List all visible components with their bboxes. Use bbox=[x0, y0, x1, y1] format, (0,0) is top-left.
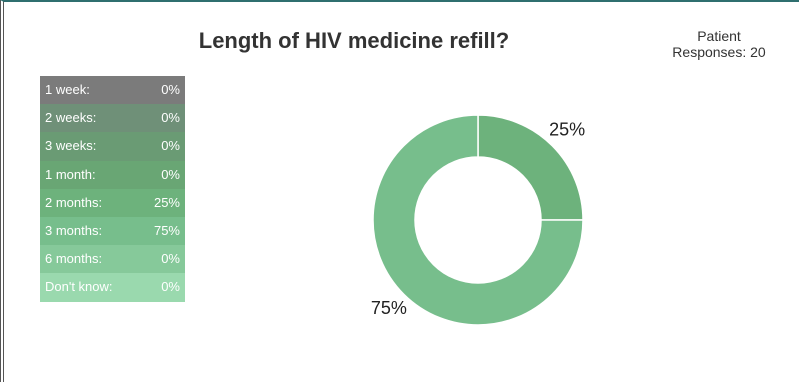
legend-label: Don't know: bbox=[45, 279, 113, 295]
legend-row: 3 weeks: 0% bbox=[40, 132, 185, 161]
legend-label: 3 months: bbox=[45, 222, 103, 238]
legend-row: 1 week: 0% bbox=[40, 76, 185, 105]
chart-title: Length of HIV medicine refill? bbox=[198, 28, 510, 53]
legend-value: 0% bbox=[161, 138, 180, 154]
data-label: 75% bbox=[371, 298, 407, 318]
donut-slice bbox=[477, 114, 584, 221]
legend-value: 0% bbox=[161, 110, 180, 126]
legend-label: 2 weeks: bbox=[45, 110, 97, 126]
legend-label: 1 week: bbox=[45, 82, 90, 97]
legend-label: 3 weeks: bbox=[45, 138, 97, 154]
legend-label: 1 month: bbox=[45, 166, 96, 182]
legend-value: 0% bbox=[161, 166, 180, 182]
legend: 1 week: 0% 2 weeks: 0% 3 weeks: 0% 1 month: 0% 2… bbox=[40, 76, 185, 302]
legend-value: 0% bbox=[161, 82, 180, 97]
data-label: 25% bbox=[549, 120, 585, 140]
legend-value: 0% bbox=[161, 251, 180, 267]
legend-row: 3 months: 75% bbox=[40, 216, 185, 246]
legend-row: 6 months: 0% bbox=[40, 245, 185, 274]
legend-row: 2 months: 25% bbox=[40, 188, 185, 217]
donut-slice bbox=[372, 114, 584, 326]
responses-count: Patient Responses: 20 bbox=[672, 28, 766, 60]
legend-value: 75% bbox=[153, 222, 180, 238]
legend-label: 2 months: bbox=[45, 194, 103, 210]
legend-row: Don't know: 0% bbox=[40, 273, 185, 302]
legend-row: 2 weeks: 0% bbox=[40, 104, 185, 133]
legend-label: 6 months: bbox=[45, 251, 103, 267]
legend-value: 0% bbox=[161, 279, 180, 295]
legend-row: 1 month: 0% bbox=[40, 160, 185, 189]
legend-value: 25% bbox=[153, 194, 180, 210]
donut: 25% 75% bbox=[371, 114, 585, 326]
